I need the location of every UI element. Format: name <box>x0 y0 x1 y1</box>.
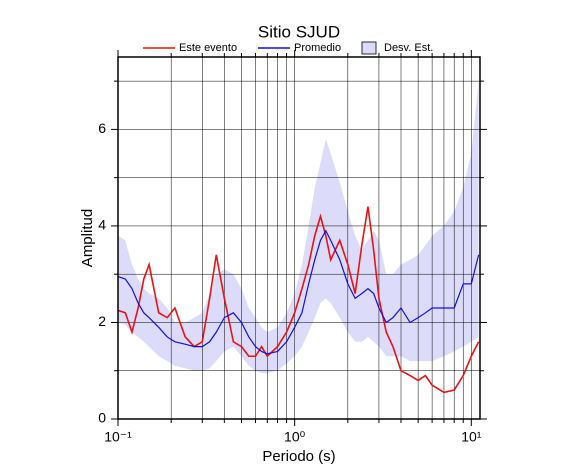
x-axis-label: Periodo (s) <box>262 448 335 465</box>
legend-label: Desv. Est. <box>384 42 433 54</box>
chart-title: Sitio SJUD <box>258 22 340 41</box>
y-tick-label: 0 <box>98 410 106 426</box>
x-tick-label: 10¹ <box>461 429 482 445</box>
plot-frame <box>117 56 481 420</box>
legend-swatch <box>361 41 377 55</box>
x-tick-label: 10⁻¹ <box>104 429 132 445</box>
legend-label: Promedio <box>294 42 341 54</box>
std-band <box>118 81 479 374</box>
legend-label: Este evento <box>179 42 237 54</box>
series-line <box>117 206 480 394</box>
y-axis-label: Amplitud <box>79 209 96 267</box>
y-tick-label: 2 <box>98 313 106 329</box>
series-line <box>117 229 480 355</box>
x-tick-label: 10⁰ <box>284 429 306 445</box>
y-tick-label: 4 <box>98 217 106 233</box>
y-tick-label: 6 <box>98 120 106 136</box>
